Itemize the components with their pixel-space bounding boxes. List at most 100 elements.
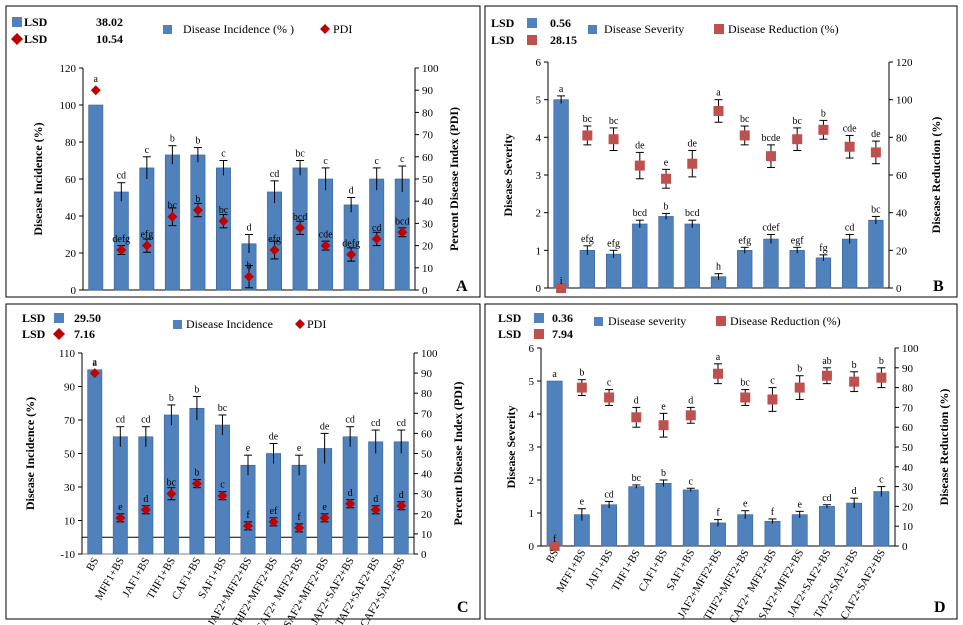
panel-d-reduction-marker <box>658 420 669 431</box>
panel-b-reduction-marker <box>582 130 593 141</box>
panel-d-marker-letter: e <box>661 401 666 412</box>
panel-d-bar-letter: d <box>852 486 857 497</box>
panel-d-marker-letter: d <box>688 395 693 406</box>
panel-d-marker-letter: b <box>797 364 802 375</box>
panel-c-pdi-marker <box>319 512 330 523</box>
panel-a-pdi-marker <box>167 211 178 222</box>
panel-a-bar-letter: c <box>221 149 226 160</box>
panel-b-y2-tick-label: 0 <box>896 283 902 295</box>
panel-c-lsd2-value: 7.16 <box>74 327 95 341</box>
panel-b-bar-letter: efg <box>738 235 751 246</box>
panel-d-y2-tick-label: 90 <box>902 363 914 375</box>
panel-a-pdi-marker <box>116 245 127 256</box>
panel-d-bar-letter: e <box>797 499 802 510</box>
panel-b-bar <box>868 219 884 289</box>
panel-a-lsd2-label: LSD <box>24 32 48 46</box>
panel-d-marker-letter: a <box>716 352 721 363</box>
panel-d-y-tick-label: 0 <box>529 541 535 553</box>
panel-d-y-tick-label: 2 <box>529 475 535 487</box>
panel-a-y-tick-label: 0 <box>71 285 77 297</box>
panel-d-lsd2-label: LSD <box>498 327 522 341</box>
panel-a-bar-letter: c <box>145 145 150 156</box>
panel-a-marker-letter: bc <box>219 205 229 216</box>
panel-a-y2-axis-title: Percent Disease Index (PDI) <box>447 107 461 251</box>
panel-c-marker-letter: f <box>297 512 301 523</box>
panel-c-marker-letter: e <box>322 502 327 513</box>
panel-d-marker-letter: c <box>770 376 775 387</box>
panel-d-frame <box>484 303 958 620</box>
panel-b-y-tick-label: 6 <box>536 57 542 69</box>
panel-d-bar-letter: cd <box>822 493 831 504</box>
panel-a-bar-letter: c <box>400 154 405 165</box>
panel-b-bar-letter: efg <box>581 234 594 245</box>
panel-b-y-axis-title: Disease Severity <box>501 134 515 217</box>
panel-b-lsd2-value: 28.15 <box>550 33 577 47</box>
panel-d-bar-letter: c <box>689 476 694 487</box>
panel-d-bar <box>601 504 618 547</box>
panel-d-lsd-swatch <box>534 329 544 339</box>
panel-d-y2-tick-label: 60 <box>902 422 914 434</box>
panel-b-y2-tick-label: 40 <box>896 208 908 220</box>
panel-c-pdi-marker <box>191 478 202 489</box>
panel-c-y2-tick-label: 10 <box>421 529 433 541</box>
panel-b-bar <box>605 253 622 289</box>
panel-b-bar-letter: bcd <box>685 208 699 219</box>
panel-c-bar-letter: cd <box>141 415 150 426</box>
panel-c-y-axis-title: Disease Incidence (%) <box>23 397 37 510</box>
panel-d-bar <box>682 489 699 547</box>
panel-b-y2-tick-label: 100 <box>896 95 913 107</box>
panel-b-reduction-marker <box>844 141 855 152</box>
panel-c-pdi-marker <box>370 504 381 515</box>
panel-b-marker-letter: bc <box>583 114 593 125</box>
panel-b-letter: B <box>933 278 944 295</box>
panel-a-bar <box>88 104 104 291</box>
panel-c-legend-bar-label: Disease Incidence <box>186 317 273 331</box>
panel-a-y-tick-label: 120 <box>60 63 77 75</box>
panel-d-marker-letter: bc <box>741 378 751 389</box>
panel-b-marker-letter: e <box>664 157 669 168</box>
panel-d-y2-tick-label: 50 <box>902 442 914 454</box>
panel-b-y-tick-label: 3 <box>536 170 542 182</box>
panel-a-y2-tick-label: 0 <box>422 285 428 297</box>
panel-c-bar-letter: b <box>169 393 174 404</box>
panel-c-y2-tick-label: 20 <box>421 509 433 521</box>
panel-b-lsd1-label: LSD <box>491 16 515 30</box>
panel-b-y2-tick-label: 60 <box>896 170 908 182</box>
panel-a-y-tick-label: 40 <box>65 211 77 223</box>
panel-b-marker-letter: de <box>688 139 698 150</box>
panel-c-bar <box>87 369 103 555</box>
panel-a-frame <box>5 5 481 298</box>
panel-d-y-tick-label: 1 <box>529 508 535 520</box>
panel-c-y2-tick-label: 80 <box>421 388 433 400</box>
panel-d-y2-tick-label: 70 <box>902 402 914 414</box>
panel-a-bar <box>190 154 206 291</box>
panel-d-y-axis-title: Disease Severity <box>504 406 518 489</box>
panel-c-marker-letter: d <box>143 494 148 505</box>
panel-c-bar <box>291 464 307 555</box>
panel-b-frame <box>484 5 958 298</box>
panel-b-marker-letter: de <box>871 129 881 140</box>
panel-d-y2-tick-label: 30 <box>902 482 914 494</box>
panel-c-y-tick-label: 10 <box>64 516 76 528</box>
panel-a-y-axis-title: Disease Incidence (%) <box>31 122 45 235</box>
panel-d-lsd-swatch <box>534 313 544 323</box>
panel-c-bar-letter: cd <box>116 415 125 426</box>
panel-b-bar-letter: h <box>716 262 721 273</box>
panel-c-y-tick-label: -10 <box>60 549 75 561</box>
panel-a-bar-letter: bc <box>295 149 305 160</box>
panel-a-lsd1-label: LSD <box>24 15 48 29</box>
panel-b-bar-letter: cd <box>845 223 854 234</box>
panel-d-lsd1-value: 0.36 <box>552 311 573 325</box>
panel-d-bar <box>764 520 781 547</box>
panel-b-bar-letter: fg <box>819 243 827 254</box>
panel-c-lsd-swatch <box>54 313 64 323</box>
panel-a: 0 20 40 60 80 100 120 0 10 20 30 40 50 60 70 80 90 100 Dis… <box>5 5 481 298</box>
panel-a-lsd1-value: 38.02 <box>96 15 123 29</box>
panel-b-y-tick-label: 1 <box>536 245 542 257</box>
panel-c-legend-diamond <box>295 319 305 329</box>
panel-b-reduction-marker <box>661 173 672 184</box>
panel-c-bar-letter: bc <box>218 403 228 414</box>
panel-d-legend-bar-label: Disease severity <box>608 314 686 328</box>
panel-a-bar-letter: d <box>247 223 252 234</box>
